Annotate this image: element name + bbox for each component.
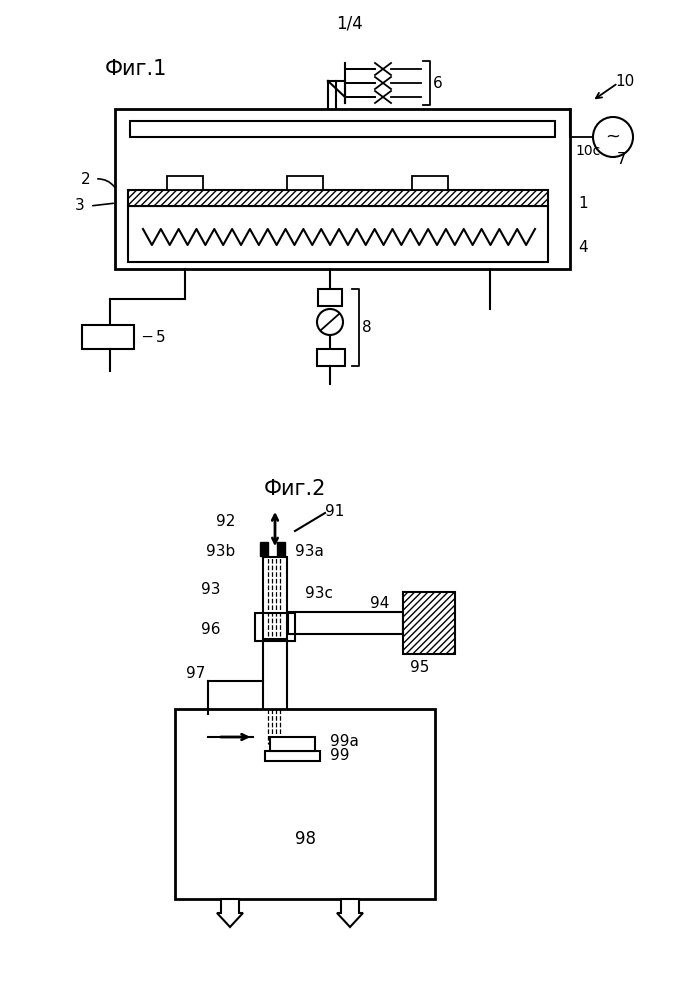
Bar (317, 349, 345, 366)
Text: 97: 97 (186, 666, 205, 681)
Text: 3: 3 (76, 199, 85, 214)
Bar (130, 121, 555, 137)
Bar (265, 751, 320, 761)
Bar (287, 176, 323, 190)
Bar (270, 737, 315, 751)
Text: 10c: 10c (575, 144, 601, 158)
Text: 93c: 93c (305, 586, 333, 601)
Text: 95: 95 (410, 660, 429, 675)
Text: 99a: 99a (330, 733, 359, 748)
Text: 93b: 93b (206, 544, 235, 559)
Bar (412, 176, 448, 190)
Bar (277, 542, 285, 556)
Bar (82, 325, 134, 349)
Text: 10: 10 (615, 75, 634, 90)
Bar (167, 176, 203, 190)
Bar (255, 613, 295, 641)
Bar (128, 190, 548, 206)
Text: 6: 6 (433, 76, 442, 91)
Bar (263, 557, 287, 639)
Text: 1/4: 1/4 (337, 15, 363, 33)
Text: 1: 1 (578, 197, 587, 212)
Bar (403, 592, 455, 654)
Text: 7: 7 (617, 152, 626, 167)
Text: 4: 4 (578, 240, 587, 255)
Bar (175, 709, 435, 899)
Text: 96: 96 (200, 621, 220, 636)
Text: 93a: 93a (295, 544, 324, 559)
Bar (288, 612, 403, 634)
Bar (318, 289, 342, 306)
Text: 8: 8 (362, 321, 372, 336)
FancyArrow shape (217, 899, 243, 927)
Bar (115, 109, 570, 269)
Text: ~: ~ (606, 128, 620, 146)
Text: Фиг.2: Фиг.2 (264, 479, 326, 499)
Text: 91: 91 (325, 503, 344, 518)
Bar (260, 542, 268, 556)
Text: 92: 92 (216, 513, 235, 528)
Text: 93: 93 (200, 581, 220, 596)
Text: Фиг.1: Фиг.1 (105, 59, 167, 79)
Text: ─ 5: ─ 5 (142, 330, 166, 345)
Text: 94: 94 (370, 596, 389, 611)
FancyArrow shape (337, 899, 363, 927)
Text: 2: 2 (80, 172, 90, 187)
Text: 98: 98 (295, 830, 316, 848)
Text: 99: 99 (330, 747, 349, 762)
Bar (128, 206, 548, 262)
